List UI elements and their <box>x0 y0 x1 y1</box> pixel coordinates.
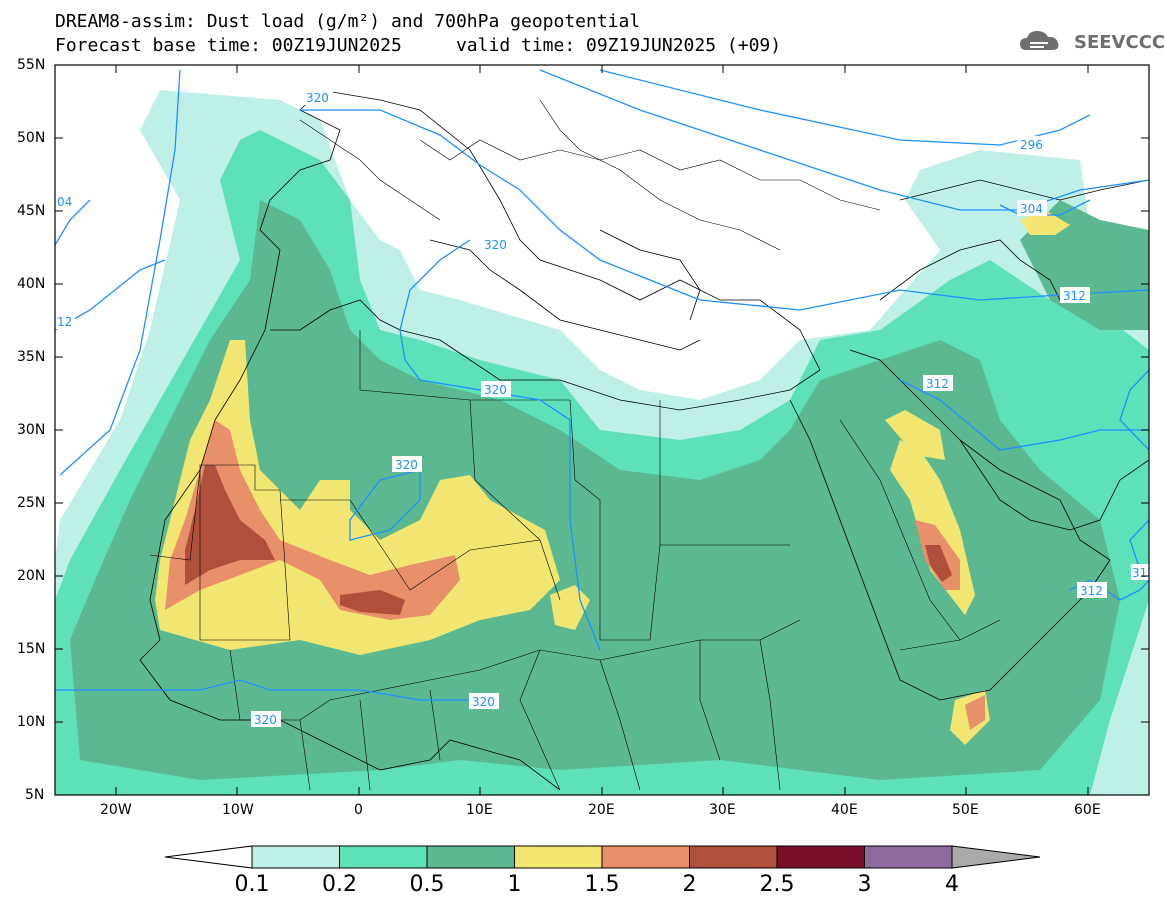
geopotential-contours <box>55 69 1149 701</box>
lon-label-0: 0 <box>354 802 363 818</box>
contour-label-296: 296 <box>1017 136 1047 152</box>
dust-field-brown <box>185 465 275 585</box>
lat-label-15n: 15N <box>17 641 46 657</box>
seevccc-logo-text: SEEVCCC <box>1074 32 1165 53</box>
lat-label-25n: 25N <box>17 495 46 511</box>
colorbar-label-0-1: 0.1 <box>234 872 270 897</box>
colorbar-segment-7 <box>776 845 865 869</box>
colorbar-segment-4 <box>514 845 603 869</box>
lat-label-20n: 20N <box>17 568 46 584</box>
lat-label-5n: 5N <box>25 787 45 803</box>
coastlines <box>139 89 1149 791</box>
contour-label-312-arabia: 312 <box>1077 582 1107 598</box>
lat-label-30n: 30N <box>17 422 46 438</box>
colorbar-segment-6 <box>689 845 778 869</box>
lon-label-20e: 20E <box>588 802 615 818</box>
lat-label-10n: 10N <box>17 714 46 730</box>
lat-label-55n: 55N <box>17 57 46 73</box>
contour-label-320-sahara: 320 <box>392 456 422 472</box>
contour-labels: 320 296 304 312 04 12 320 320 320 312 31… <box>55 89 1149 727</box>
contour-label-304: 304 <box>1017 200 1047 216</box>
colorbar-label-0-5: 0.5 <box>409 872 445 897</box>
colorbar-label-1: 1 <box>507 872 522 897</box>
lon-label-50e: 50E <box>952 802 979 818</box>
colorbar-high-extension <box>951 845 1041 869</box>
dust-fields <box>55 90 1149 795</box>
colorbar-segment-8 <box>864 845 953 869</box>
dust-field-brown-2 <box>340 590 405 615</box>
contour-label-320-westafrica: 320 <box>251 711 281 727</box>
lon-label-30e: 30E <box>709 802 736 818</box>
svg-text:12: 12 <box>57 315 72 329</box>
dust-field-orange <box>165 420 460 620</box>
colorbar-label-2: 2 <box>682 872 697 897</box>
colorbar-label-2-5: 2.5 <box>759 872 795 897</box>
svg-text:312: 312 <box>926 377 949 391</box>
lon-label-10w: 10W <box>222 802 254 818</box>
lat-label-35n: 35N <box>17 349 46 365</box>
contour-label-31: 31 <box>1131 564 1149 580</box>
contour-label-320-italy: 320 <box>481 236 511 252</box>
dust-field-yellow-3 <box>885 410 945 460</box>
map-title-line2: Forecast base time: 00Z19JUN2025 valid t… <box>55 35 782 56</box>
colorbar-label-3: 3 <box>857 872 872 897</box>
cloud-icon <box>1020 31 1059 50</box>
svg-text:320: 320 <box>306 91 329 105</box>
svg-text:304: 304 <box>1020 202 1043 216</box>
svg-text:320: 320 <box>484 238 507 252</box>
svg-text:312: 312 <box>1063 289 1086 303</box>
lon-label-60e: 60E <box>1074 802 1101 818</box>
svg-text:31: 31 <box>1132 566 1147 580</box>
colorbar-segment-1 <box>251 845 340 869</box>
borders <box>149 99 1001 791</box>
colorbar-low-extension <box>164 845 253 869</box>
contour-label-04: 04 <box>55 193 75 209</box>
colorbar <box>164 845 1041 869</box>
colorbar-segment-3 <box>426 845 515 869</box>
contour-label-320-south: 320 <box>469 693 499 709</box>
contour-label-312-east: 312 <box>1060 287 1090 303</box>
contour-label-12: 12 <box>55 313 75 329</box>
svg-text:320: 320 <box>395 458 418 472</box>
svg-text:296: 296 <box>1020 138 1043 152</box>
colorbar-segment-5 <box>601 845 690 869</box>
svg-text:320: 320 <box>254 713 277 727</box>
lat-label-50n: 50N <box>17 130 46 146</box>
colorbar-label-4: 4 <box>945 872 959 897</box>
axis-ticks <box>55 64 1149 796</box>
dust-field-brown-3 <box>925 545 952 582</box>
contour-label-312-gulf: 312 <box>923 375 953 391</box>
svg-text:320: 320 <box>484 383 507 397</box>
colorbar-segment-2 <box>339 845 428 869</box>
colorbar-label-0-2: 0.2 <box>322 872 357 897</box>
dust-field-orange-3 <box>965 695 985 730</box>
svg-text:320: 320 <box>472 695 495 709</box>
dust-field-yellow-5 <box>1020 210 1070 235</box>
svg-text:04: 04 <box>57 195 72 209</box>
svg-text:312: 312 <box>1080 584 1103 598</box>
contour-label-320-top: 320 <box>303 89 333 105</box>
lon-label-40e: 40E <box>831 802 858 818</box>
lat-label-45n: 45N <box>17 203 46 219</box>
lon-label-10e: 10E <box>466 802 493 818</box>
colorbar-label-1-5: 1.5 <box>584 872 620 897</box>
contour-label-320-algeria: 320 <box>481 381 511 397</box>
lat-label-40n: 40N <box>17 276 46 292</box>
lon-label-20w: 20W <box>100 802 132 818</box>
map-title-line1: DREAM8-assim: Dust load (g/m²) and 700hP… <box>55 11 641 32</box>
